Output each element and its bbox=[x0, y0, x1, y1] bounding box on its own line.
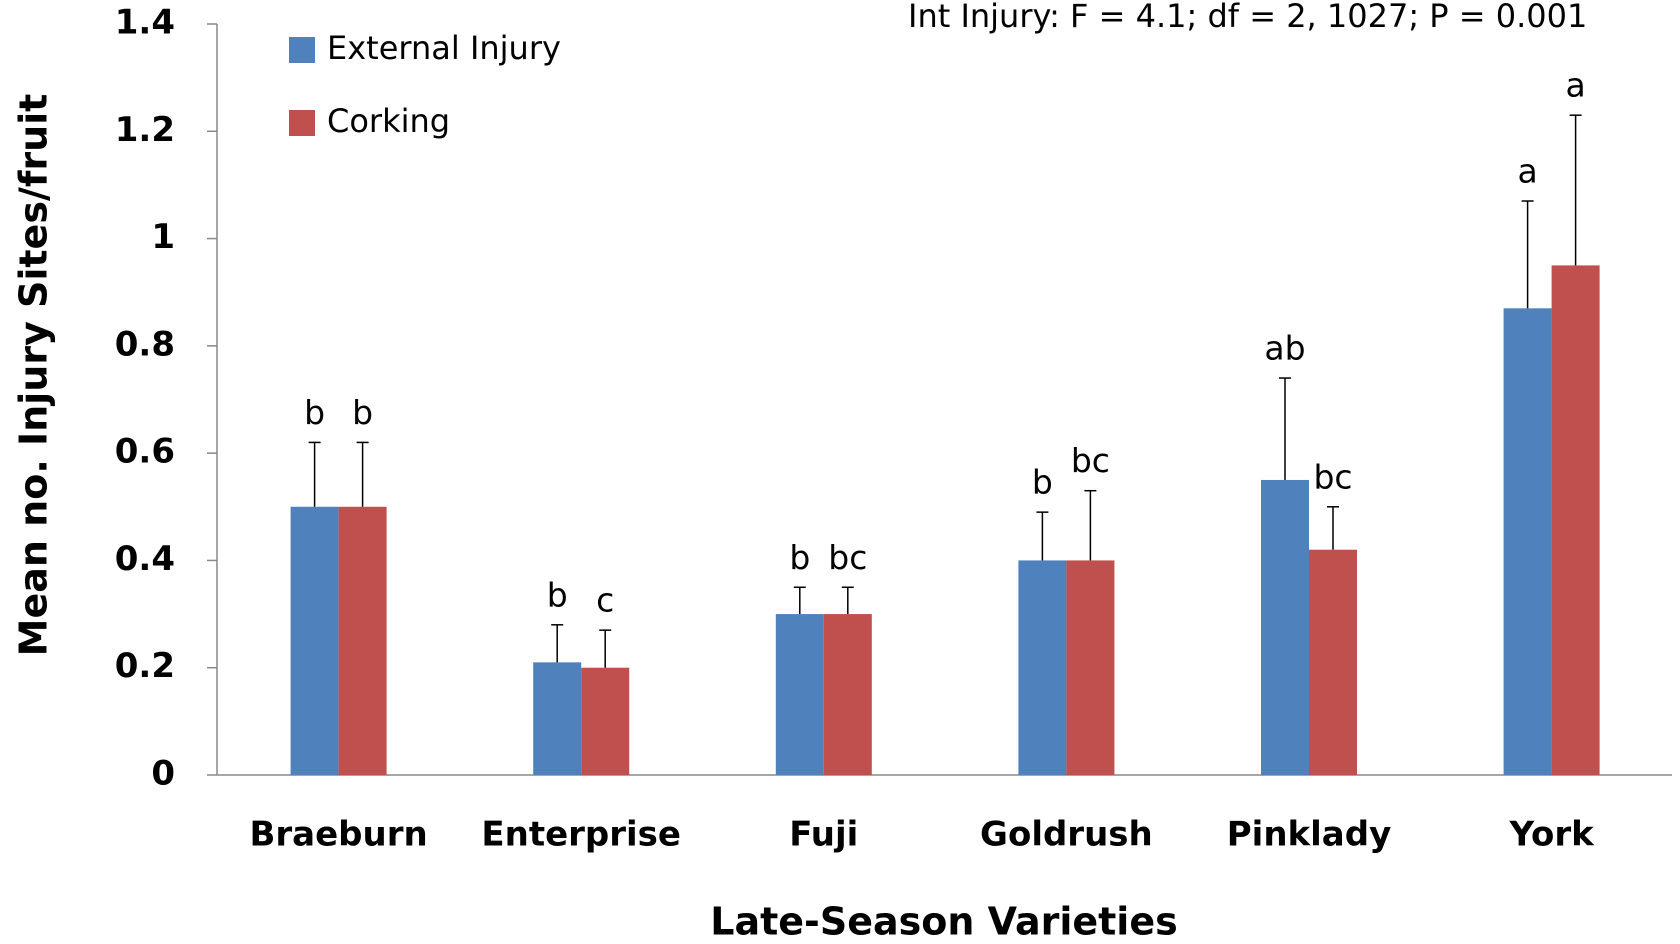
x-tick-label: Enterprise bbox=[481, 815, 681, 855]
y-tick-label: 1.4 bbox=[115, 3, 175, 43]
significance-letter: c bbox=[596, 581, 614, 620]
x-tick-label: Pinklady bbox=[1227, 815, 1392, 855]
significance-letter: bc bbox=[1071, 441, 1110, 480]
significance-letter: b bbox=[352, 393, 373, 432]
bar bbox=[1018, 560, 1067, 775]
significance-letter: b bbox=[547, 575, 568, 614]
significance-letter: b bbox=[1032, 463, 1053, 502]
bar bbox=[1309, 549, 1357, 775]
bar bbox=[338, 506, 387, 775]
y-tick-label: 1 bbox=[151, 217, 175, 257]
bar bbox=[533, 662, 582, 775]
bar bbox=[1503, 308, 1552, 775]
significance-letter: ab bbox=[1264, 329, 1305, 368]
y-tick-label: 0.6 bbox=[115, 432, 175, 472]
significance-letter: bc bbox=[1313, 457, 1352, 496]
legend-swatch bbox=[289, 37, 315, 63]
y-tick-label: 0.2 bbox=[115, 646, 175, 686]
legend-swatch bbox=[289, 110, 315, 136]
annotation: Int Injury: F = 4.1; df = 2, 1027; P = 0… bbox=[908, 0, 1587, 35]
bar bbox=[1066, 560, 1115, 775]
significance-letter: b bbox=[789, 538, 810, 577]
y-tick-label: 0.8 bbox=[115, 324, 175, 364]
y-tick-label: 1.2 bbox=[115, 110, 175, 150]
significance-letter: a bbox=[1565, 66, 1585, 105]
y-tick-label: 0.4 bbox=[115, 539, 175, 579]
bar bbox=[581, 667, 630, 775]
significance-letter: bc bbox=[828, 538, 867, 577]
x-tick-label: Braeburn bbox=[249, 815, 427, 855]
significance-letter: a bbox=[1517, 152, 1537, 191]
x-tick-label: Fuji bbox=[789, 815, 858, 855]
bar bbox=[823, 614, 872, 775]
y-tick-label: 0 bbox=[151, 754, 175, 794]
y-axis-title: Mean no. Injury Sites/fruit bbox=[12, 94, 56, 657]
bar bbox=[1261, 479, 1309, 775]
significance-letter: b bbox=[304, 393, 325, 432]
bar bbox=[1551, 265, 1600, 775]
x-tick-label: York bbox=[1508, 815, 1595, 855]
legend-label: Corking bbox=[327, 102, 450, 140]
legend-label: External Injury bbox=[327, 29, 561, 67]
x-tick-label: Goldrush bbox=[980, 815, 1153, 855]
x-axis-title: Late-Season Varieties bbox=[710, 900, 1177, 944]
bar bbox=[775, 614, 824, 775]
bar bbox=[290, 506, 339, 775]
